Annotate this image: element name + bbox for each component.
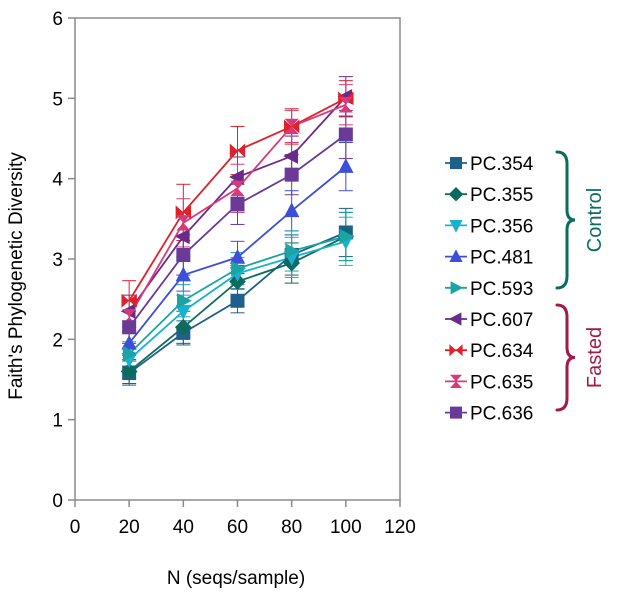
legend-groups: Control Fasted bbox=[555, 150, 606, 412]
y-tick-label: 1 bbox=[52, 411, 63, 432]
data-point bbox=[175, 266, 192, 282]
data-point bbox=[338, 97, 353, 113]
x-tick-label: 0 bbox=[70, 517, 81, 538]
y-axis-title: Faith's Phylogenetic Diversity bbox=[6, 152, 27, 400]
data-point bbox=[122, 320, 137, 335]
legend-marker bbox=[450, 281, 464, 295]
data-point bbox=[176, 247, 191, 262]
legend-label: PC.636 bbox=[470, 404, 533, 425]
y-tick-label: 6 bbox=[52, 9, 63, 30]
data-point bbox=[174, 318, 192, 336]
legend-marker bbox=[450, 406, 462, 419]
x-tick-label: 20 bbox=[119, 517, 140, 538]
data-point bbox=[176, 215, 191, 231]
legend: PC.354 PC.355 PC.356 PC.481 PC.593 PC.607 PC.6… bbox=[445, 154, 534, 425]
fasted-brace bbox=[555, 303, 576, 412]
data-point bbox=[338, 158, 354, 173]
x-tick-label: 40 bbox=[173, 517, 194, 538]
legend-label: PC.634 bbox=[470, 341, 534, 362]
data-point bbox=[285, 243, 301, 259]
legend-marker bbox=[450, 374, 462, 388]
legend-label: PC.635 bbox=[470, 372, 533, 393]
legend-label: PC.481 bbox=[470, 248, 533, 269]
y-tick-label: 4 bbox=[52, 170, 63, 191]
data-point bbox=[283, 119, 300, 134]
legend-label: PC.607 bbox=[470, 310, 533, 331]
data-point bbox=[230, 293, 245, 308]
series-line-pc-635 bbox=[128, 103, 347, 318]
data-point bbox=[283, 202, 300, 218]
data-point bbox=[177, 293, 192, 309]
data-point bbox=[122, 346, 138, 362]
data-point bbox=[121, 334, 137, 350]
error-bars bbox=[122, 76, 353, 386]
data-point bbox=[175, 304, 192, 320]
data-point bbox=[229, 248, 246, 264]
group-label-control: Control bbox=[584, 188, 606, 252]
legend-label: PC.354 bbox=[470, 154, 534, 175]
y-tick-label: 3 bbox=[52, 250, 63, 271]
x-tick-label: 120 bbox=[384, 517, 416, 538]
data-point bbox=[230, 180, 245, 197]
legend-marker bbox=[450, 157, 462, 169]
data-point bbox=[338, 127, 353, 142]
data-point bbox=[121, 293, 137, 308]
data-point bbox=[120, 363, 138, 380]
data-point bbox=[284, 167, 299, 182]
x-tick-label: 100 bbox=[330, 517, 362, 538]
data-point bbox=[284, 118, 299, 135]
y-tick-label: 5 bbox=[52, 89, 63, 110]
data-point bbox=[283, 148, 298, 164]
data-point bbox=[231, 260, 246, 277]
legend-label: PC.355 bbox=[470, 185, 533, 206]
y-tick-label: 2 bbox=[52, 330, 63, 351]
series-markers bbox=[120, 89, 355, 381]
axes bbox=[68, 17, 401, 507]
legend-label: PC.356 bbox=[470, 216, 533, 237]
x-tick-label: 80 bbox=[281, 517, 302, 538]
legend-label: PC.593 bbox=[470, 279, 533, 300]
data-point bbox=[229, 143, 246, 158]
data-point bbox=[174, 228, 190, 245]
legend-marker bbox=[449, 220, 463, 233]
legend-marker bbox=[448, 187, 464, 202]
legend-marker bbox=[449, 249, 463, 262]
legend-marker bbox=[449, 344, 463, 357]
control-brace bbox=[555, 150, 576, 290]
group-label-fasted: Fasted bbox=[584, 327, 606, 388]
y-tick-label: 0 bbox=[52, 491, 63, 512]
data-point bbox=[230, 197, 245, 212]
data-point bbox=[339, 228, 355, 245]
x-tick-label: 60 bbox=[227, 517, 248, 538]
x-axis-title: N (seqs/sample) bbox=[167, 568, 305, 589]
legend-marker bbox=[448, 312, 462, 326]
